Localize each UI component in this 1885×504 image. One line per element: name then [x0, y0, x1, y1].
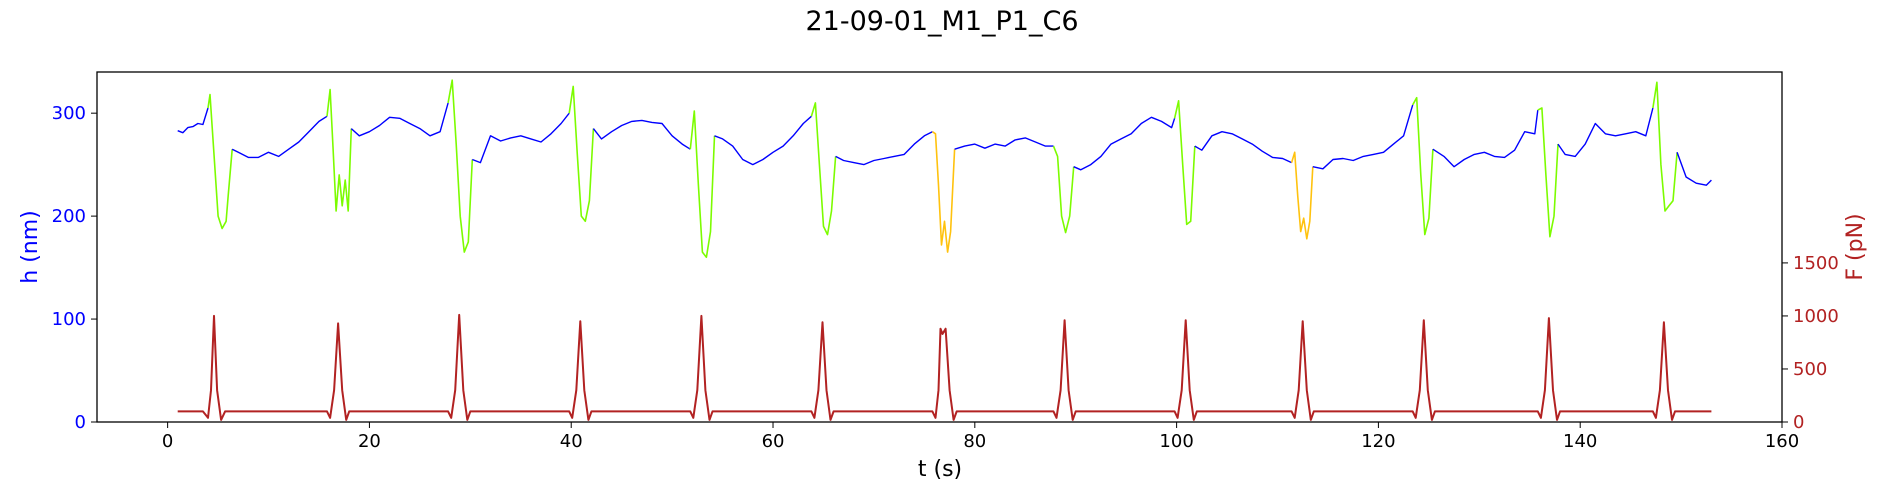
series-line-compression-23 — [1537, 107, 1559, 238]
series-line-baseline-18 — [1194, 130, 1292, 164]
series-line-baseline-8 — [592, 119, 691, 150]
series-line-baseline-6 — [472, 112, 570, 164]
left-y-tick-label: 300 — [52, 103, 86, 124]
chart-title: 21-09-01_M1_P1_C6 — [805, 6, 1078, 37]
series-line-baseline-10 — [714, 115, 812, 166]
series-line-compression-1 — [207, 93, 233, 230]
series-line-baseline-16 — [1073, 116, 1176, 171]
series-line-compression-17 — [1173, 100, 1196, 226]
series-line-baseline-0 — [177, 107, 209, 134]
series-line-compression_alt-19 — [1290, 151, 1314, 240]
left-axis-label: h (nm) — [18, 210, 43, 283]
series-line-baseline-20 — [1312, 104, 1414, 170]
x-tick-label: 160 — [1765, 431, 1799, 452]
series-line-baseline-2 — [231, 115, 328, 159]
series-line-baseline-24 — [1557, 107, 1654, 158]
series-line-baseline-4 — [350, 102, 449, 137]
data-layer — [177, 79, 1712, 421]
series-line-compression_alt-13 — [931, 131, 956, 253]
right-y-tick-label: 500 — [1793, 359, 1827, 380]
x-tick-label: 60 — [762, 431, 785, 452]
right-axis-label: F (pN) — [1843, 213, 1868, 280]
series-line-baseline-22 — [1432, 110, 1539, 168]
x-tick-label: 20 — [358, 431, 381, 452]
left-y-tick-label: 200 — [52, 206, 86, 227]
series-line-compression-5 — [447, 79, 474, 253]
x-tick-label: 0 — [162, 431, 173, 452]
series-line-baseline-26 — [1676, 152, 1712, 186]
series-line-force-27 — [177, 313, 1712, 421]
x-tick-label: 40 — [560, 431, 583, 452]
x-tick-label: 140 — [1563, 431, 1597, 452]
x-axis-label: t (s) — [918, 457, 962, 482]
series-line-compression-11 — [810, 102, 837, 236]
series-line-compression-9 — [689, 110, 716, 259]
x-tick-label: 100 — [1159, 431, 1193, 452]
series-line-compression-7 — [568, 85, 595, 223]
left-y-tick-label: 0 — [75, 412, 86, 433]
series-line-baseline-12 — [835, 131, 933, 166]
series-line-compression-25 — [1652, 81, 1678, 212]
x-tick-label: 120 — [1361, 431, 1395, 452]
left-y-tick-label: 100 — [52, 309, 86, 330]
right-y-tick-label: 0 — [1793, 412, 1804, 433]
right-y-tick-label: 1000 — [1793, 306, 1839, 327]
plot-frame — [96, 71, 1783, 423]
right-y-tick-label: 1500 — [1793, 253, 1839, 274]
x-tick-label: 80 — [963, 431, 986, 452]
series-line-compression-21 — [1412, 96, 1434, 236]
series-line-compression-15 — [1052, 145, 1075, 234]
series-line-baseline-14 — [954, 137, 1054, 150]
axis-layer: 0 20 40 60 80 100 120 140 1600100200300050010001… — [52, 103, 1839, 452]
series-line-compression-3 — [326, 88, 353, 212]
